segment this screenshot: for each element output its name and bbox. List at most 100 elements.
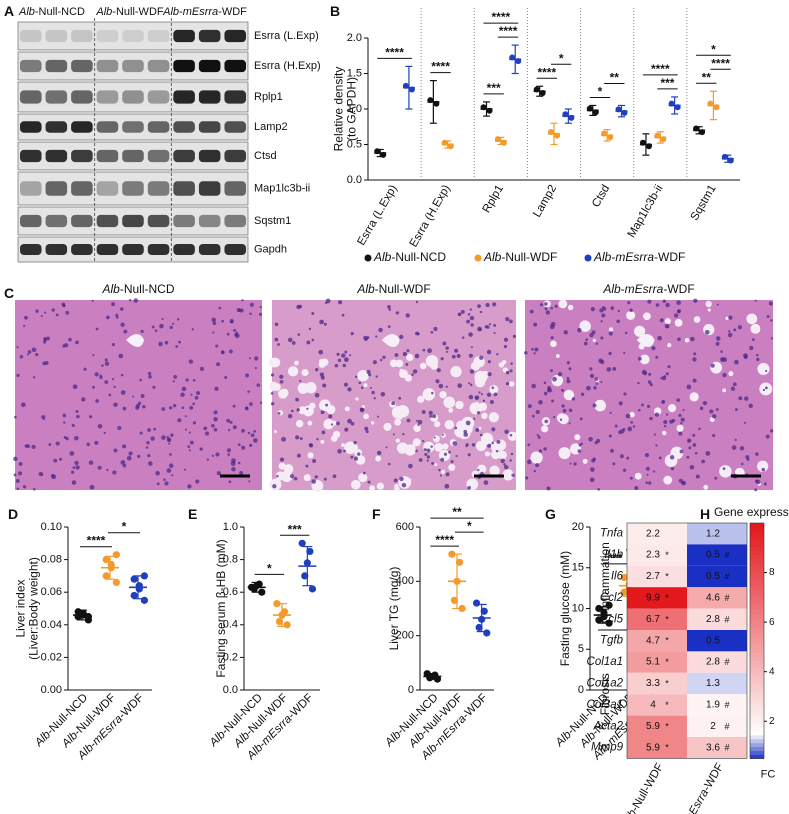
blot-band <box>198 149 221 163</box>
cell-mark: * <box>665 572 669 582</box>
nucleus <box>32 487 36 491</box>
nucleus <box>643 371 648 376</box>
mean-dot <box>674 104 681 111</box>
nucleus <box>634 485 639 490</box>
nucleus <box>626 456 630 460</box>
blot-band <box>147 214 170 228</box>
panel-label: D <box>8 506 18 522</box>
nucleus <box>91 299 94 302</box>
nucleus <box>583 341 588 346</box>
vacuole <box>419 362 427 370</box>
x-tick-label: Sqstm1 <box>689 183 719 223</box>
nucleus <box>585 338 589 342</box>
mean-dot <box>639 139 646 146</box>
nucleus <box>308 443 314 448</box>
nucleus <box>405 362 409 366</box>
mean-dot <box>509 54 516 61</box>
vacuole <box>320 439 325 444</box>
nucleus <box>477 326 482 332</box>
cell-value: 0.5 <box>706 550 720 561</box>
nucleus <box>306 340 311 345</box>
cell-value: 2.2 <box>646 528 660 539</box>
row-label: Ccl2 <box>600 592 624 604</box>
nucleus <box>147 371 152 376</box>
blot-group-label: Alb-Null-WDF <box>95 6 164 18</box>
blot-band <box>96 244 119 255</box>
significance-label: **** <box>651 62 670 76</box>
mean-dot <box>615 106 622 113</box>
nucleus <box>35 353 39 357</box>
nucleus <box>376 450 382 456</box>
cell-mark: * <box>665 615 669 625</box>
vacuole <box>639 354 650 365</box>
nucleus <box>216 471 221 476</box>
nucleus <box>111 378 115 381</box>
nucleus <box>344 357 349 363</box>
nucleus <box>535 463 540 468</box>
vacuole <box>303 474 311 482</box>
colorbar-slice <box>750 542 764 548</box>
nucleus <box>663 424 667 428</box>
nucleus <box>173 374 178 379</box>
significance-label: *** <box>487 81 501 95</box>
nucleus <box>393 478 398 483</box>
vacuole <box>395 359 404 368</box>
nucleus <box>622 468 627 472</box>
nucleus <box>297 333 301 336</box>
nucleus <box>579 417 583 421</box>
nucleus <box>305 464 309 468</box>
nucleus <box>569 462 572 465</box>
nucleus <box>486 392 492 397</box>
y-axis-label: (Liver:Body weight) <box>27 557 41 660</box>
nucleus <box>491 386 495 390</box>
vacuole <box>608 327 614 332</box>
nucleus <box>487 443 492 448</box>
nucleus <box>103 431 106 434</box>
x-tick-label: Rplp1 <box>481 183 506 215</box>
blot-band <box>122 214 144 228</box>
nucleus <box>680 417 685 422</box>
vacuole <box>498 450 507 460</box>
heatmap-cell <box>687 651 747 673</box>
nucleus <box>647 380 652 384</box>
nucleus <box>65 310 70 315</box>
heatmap-title: Gene expression in mouse liver <box>714 505 789 519</box>
row-label: Acta2 <box>593 720 624 732</box>
nucleus <box>341 353 346 358</box>
nucleus <box>72 466 76 469</box>
heatmap-frame <box>626 522 748 759</box>
nucleus <box>299 437 303 441</box>
y-tick-label: 1.5 <box>347 67 362 79</box>
colorbar-slice <box>750 664 764 669</box>
heatmap-cell <box>627 737 687 759</box>
nucleus <box>55 441 60 446</box>
nucleus <box>568 422 571 425</box>
mean-dot <box>554 132 560 139</box>
nucleus <box>16 373 20 378</box>
nucleus <box>432 414 437 419</box>
cell-value: 2.3 <box>646 550 660 561</box>
nucleus <box>184 415 187 418</box>
nucleus <box>315 367 319 372</box>
group-label: Inflammation <box>598 542 612 611</box>
colorbar-slice <box>750 597 764 602</box>
colorbar-slice <box>750 601 764 606</box>
x-tick-label: Map1lc3b-ii <box>626 183 666 240</box>
nucleus <box>545 310 550 315</box>
vacuole <box>668 404 677 413</box>
data-point <box>423 670 431 678</box>
vacuole <box>629 411 635 418</box>
nucleus <box>430 330 434 334</box>
blot-band <box>71 59 93 73</box>
nucleus <box>479 355 484 360</box>
nucleus <box>192 421 197 425</box>
data-point <box>140 596 148 604</box>
nucleus <box>457 313 461 316</box>
nucleus <box>650 384 653 387</box>
nucleus <box>140 393 145 398</box>
nucleus <box>471 443 476 447</box>
significance-label: **** <box>499 24 518 38</box>
nucleus <box>387 305 391 309</box>
nucleus <box>122 444 127 449</box>
nucleus <box>552 415 556 419</box>
